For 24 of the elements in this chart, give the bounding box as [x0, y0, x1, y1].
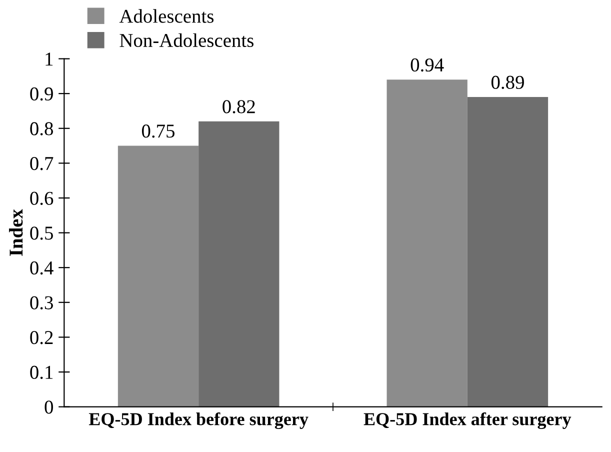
data-label: 0.94 — [410, 58, 444, 72]
y-tick-label: 1 — [46, 52, 53, 66]
bar — [386, 80, 468, 407]
y-tick-label: 0.3 — [30, 296, 53, 310]
bar — [467, 97, 548, 407]
legend-label: Adolescents — [119, 9, 214, 23]
x-tick-label: EQ-5D Index after surgery — [364, 412, 572, 430]
y-tick-label: 0.6 — [30, 192, 54, 205]
y-tick-label: 0.8 — [30, 122, 53, 136]
data-label: 0.82 — [222, 100, 255, 114]
y-axis-title: Index — [9, 209, 23, 256]
legend-label: Non-Adolescents — [120, 33, 254, 48]
y-tick-label: 0.7 — [30, 156, 54, 170]
y-tick-label: 0.1 — [30, 366, 53, 380]
x-tick-label: EQ-5D Index before surgery — [88, 412, 308, 430]
y-tick-label: 0.4 — [30, 261, 54, 275]
y-tick-label: 0.2 — [30, 331, 53, 344]
y-tick-label: 0.5 — [30, 226, 53, 240]
y-tick-label: 0.9 — [30, 87, 53, 101]
bar — [198, 121, 280, 407]
bar — [118, 146, 199, 407]
data-label: 0.75 — [142, 124, 175, 138]
data-label: 0.89 — [491, 76, 524, 90]
y-tick-label: 0 — [44, 400, 53, 414]
